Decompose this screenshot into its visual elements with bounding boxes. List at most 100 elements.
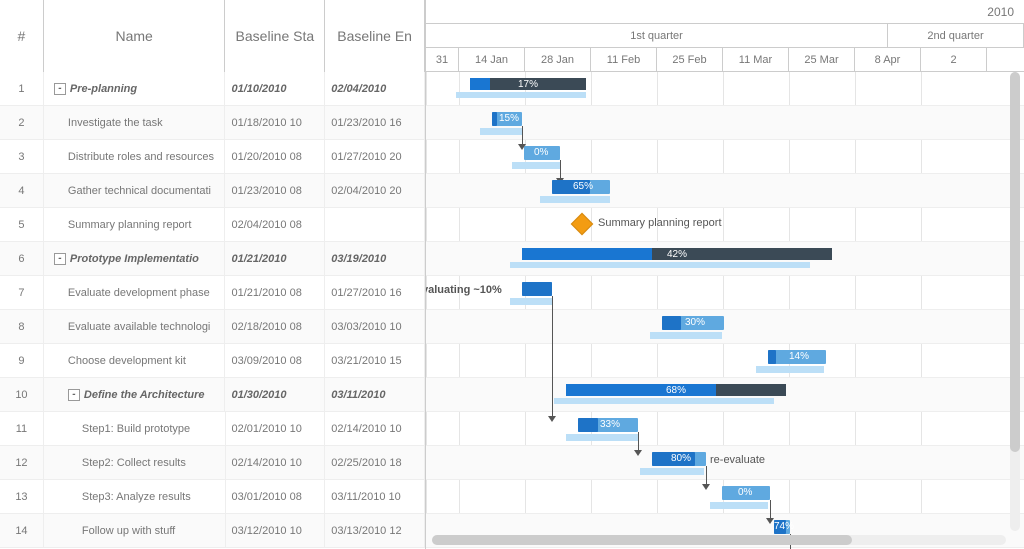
- bar-outside-label: valuating ~10%: [426, 284, 502, 296]
- row-baseline-start: 02/04/2010 08: [225, 208, 325, 241]
- table-row[interactable]: 9Choose development kit03/09/2010 0803/2…: [0, 344, 425, 378]
- row-num: 12: [0, 446, 44, 479]
- row-num: 7: [0, 276, 44, 309]
- table-row[interactable]: 3Distribute roles and resources01/20/201…: [0, 140, 425, 174]
- row-baseline-end: [325, 208, 425, 241]
- row-name: Distribute roles and resources: [44, 140, 226, 173]
- timeline-row[interactable]: 17%: [426, 72, 1024, 106]
- vertical-scrollbar[interactable]: [1010, 72, 1020, 531]
- timeline-row[interactable]: Summary planning report: [426, 208, 1024, 242]
- row-baseline-end: 03/21/2010 15: [325, 344, 425, 377]
- progress-label: 30%: [685, 317, 705, 328]
- year-header: 2010: [426, 0, 1024, 24]
- row-baseline-end: 03/11/2010 10: [325, 480, 425, 513]
- progress-label: 17%: [518, 79, 538, 90]
- task-progress: [492, 112, 497, 126]
- table-row[interactable]: 10-Define the Architecture01/30/201003/1…: [0, 378, 425, 412]
- vertical-scrollbar-thumb[interactable]: [1010, 72, 1020, 452]
- task-progress: [662, 316, 681, 330]
- date-row: 3114 Jan28 Jan11 Feb25 Feb11 Mar25 Mar8 …: [426, 48, 1024, 72]
- date-header: 28 Jan: [525, 48, 591, 72]
- row-name: -Define the Architecture: [44, 378, 226, 411]
- table-body: 1-Pre-planning01/10/201002/04/20102Inves…: [0, 72, 425, 548]
- date-header: 11 Mar: [723, 48, 789, 72]
- row-baseline-start: 01/18/2010 10: [225, 106, 325, 139]
- col-header-baseline-end[interactable]: Baseline En: [325, 0, 425, 72]
- row-baseline-end: 02/04/2010 20: [325, 174, 425, 207]
- timeline-header: 2010 1st quarter2nd quarter 3114 Jan28 J…: [426, 0, 1024, 72]
- baseline-bar: [512, 162, 560, 169]
- date-header: 14 Jan: [459, 48, 525, 72]
- timeline-row[interactable]: 0%: [426, 480, 1024, 514]
- table-row[interactable]: 4Gather technical documentati01/23/2010 …: [0, 174, 425, 208]
- row-baseline-end: 02/25/2010 18: [325, 446, 425, 479]
- date-header: 25 Mar: [789, 48, 855, 72]
- row-baseline-end: 02/04/2010: [325, 72, 425, 105]
- timeline-row[interactable]: 0%: [426, 140, 1024, 174]
- collapse-icon[interactable]: -: [54, 253, 66, 265]
- table-row[interactable]: 12Step2: Collect results02/14/2010 1002/…: [0, 446, 425, 480]
- parent-progress: [566, 384, 716, 396]
- baseline-bar: [710, 502, 768, 509]
- timeline-row[interactable]: 30%: [426, 310, 1024, 344]
- progress-label: 33%: [600, 419, 620, 430]
- row-name: Follow up with stuff: [44, 514, 226, 547]
- row-baseline-end: 03/03/2010 10: [325, 310, 425, 343]
- date-header: 31: [426, 48, 459, 72]
- task-progress: [522, 282, 552, 296]
- horizontal-scrollbar-thumb[interactable]: [432, 535, 852, 545]
- table-row[interactable]: 8Evaluate available technologi02/18/2010…: [0, 310, 425, 344]
- timeline-body[interactable]: 17% 15% 0% 65% Summary planning report 42% val…: [426, 72, 1024, 548]
- timeline-row[interactable]: 80%re-evaluate: [426, 446, 1024, 480]
- table-row[interactable]: 1-Pre-planning01/10/201002/04/2010: [0, 72, 425, 106]
- row-num: 5: [0, 208, 44, 241]
- row-num: 10: [0, 378, 44, 411]
- row-baseline-start: 02/14/2010 10: [226, 446, 326, 479]
- progress-label: 0%: [534, 147, 548, 158]
- col-header-num[interactable]: #: [0, 0, 44, 72]
- col-header-baseline-start[interactable]: Baseline Sta: [225, 0, 325, 72]
- progress-label: 14%: [789, 351, 809, 362]
- row-num: 4: [0, 174, 44, 207]
- row-num: 1: [0, 72, 44, 105]
- baseline-bar: [456, 92, 586, 98]
- row-baseline-start: 01/21/2010: [225, 242, 325, 275]
- row-baseline-end: 01/27/2010 16: [325, 276, 425, 309]
- timeline-row[interactable]: 15%: [426, 106, 1024, 140]
- parent-progress: [522, 248, 652, 260]
- timeline-row[interactable]: valuating ~10%: [426, 276, 1024, 310]
- task-progress: [768, 350, 776, 364]
- timeline-row[interactable]: 68%: [426, 378, 1024, 412]
- table-header: # Name Baseline Sta Baseline En: [0, 0, 425, 72]
- row-num: 3: [0, 140, 44, 173]
- baseline-bar: [756, 366, 824, 373]
- table-row[interactable]: 7Evaluate development phase01/21/2010 08…: [0, 276, 425, 310]
- row-num: 14: [0, 514, 44, 547]
- collapse-icon[interactable]: -: [54, 83, 66, 95]
- row-name: Investigate the task: [44, 106, 226, 139]
- table-row[interactable]: 14Follow up with stuff03/12/2010 1003/13…: [0, 514, 425, 548]
- col-header-name[interactable]: Name: [44, 0, 226, 72]
- row-baseline-start: 01/10/2010: [225, 72, 325, 105]
- table-row[interactable]: 2Investigate the task01/18/2010 1001/23/…: [0, 106, 425, 140]
- date-header: 8 Apr: [855, 48, 921, 72]
- milestone-marker[interactable]: [571, 213, 594, 236]
- milestone-label: Summary planning report: [598, 217, 722, 229]
- table-row[interactable]: 6-Prototype Implementatio01/21/201003/19…: [0, 242, 425, 276]
- row-name: Evaluate available technologi: [44, 310, 226, 343]
- timeline-row[interactable]: 42%: [426, 242, 1024, 276]
- row-num: 13: [0, 480, 44, 513]
- baseline-bar: [650, 332, 722, 339]
- timeline-row[interactable]: 65%: [426, 174, 1024, 208]
- table-row[interactable]: 13Step3: Analyze results03/01/2010 0803/…: [0, 480, 425, 514]
- table-row[interactable]: 5Summary planning report02/04/2010 08: [0, 208, 425, 242]
- timeline-row[interactable]: 33%: [426, 412, 1024, 446]
- row-baseline-start: 03/01/2010 08: [226, 480, 326, 513]
- row-baseline-start: 01/20/2010 08: [225, 140, 325, 173]
- row-name: Evaluate development phase: [44, 276, 226, 309]
- collapse-icon[interactable]: -: [68, 389, 80, 401]
- row-baseline-end: 03/11/2010: [325, 378, 425, 411]
- table-row[interactable]: 11Step1: Build prototype02/01/2010 1002/…: [0, 412, 425, 446]
- timeline-row[interactable]: 14%: [426, 344, 1024, 378]
- horizontal-scrollbar[interactable]: [432, 535, 1006, 545]
